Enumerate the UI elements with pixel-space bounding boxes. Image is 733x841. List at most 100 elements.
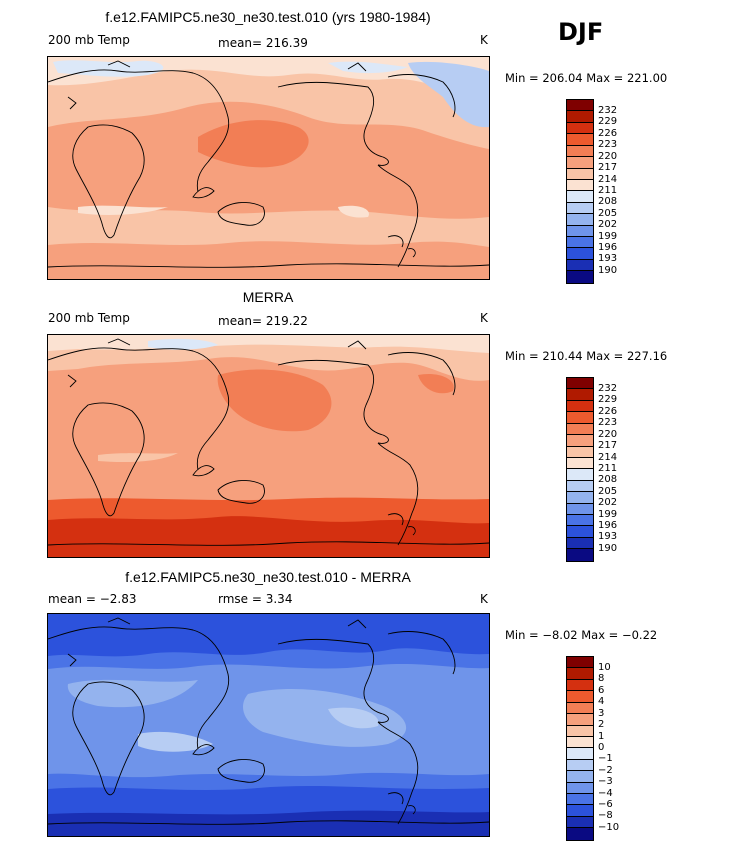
colorbar-tick-label: 208 [598, 196, 618, 208]
panel-1-colorbar-swatch [567, 259, 593, 272]
panel-3-colorbar-swatch [567, 702, 593, 715]
colorbar-tick-label: 226 [598, 405, 618, 417]
panel-3-colorbar-swatch [567, 725, 593, 737]
panel-2-mean-label: mean= 219.22 [218, 314, 308, 328]
colorbar-tick-label: 6 [598, 684, 605, 696]
season-label: DJF [558, 18, 604, 46]
panel-1-colorbar-labels: 232 229 226 223 220 217 214 211 208 205 … [598, 105, 617, 276]
panel-2-colorbar-swatch [567, 457, 593, 470]
panel-2-colorbar-swatch [567, 400, 593, 413]
colorbar-tick-label: 199 [598, 230, 618, 242]
colorbar-tick-label: 220 [598, 150, 618, 162]
panel-3-field-pale-eurasia [67, 679, 198, 708]
panel-3-colorbar-swatch [567, 668, 593, 680]
panel-2-field-arctic [48, 335, 489, 353]
colorbar-tick-label: −8 [598, 810, 613, 822]
colorbar-tick-label: −3 [598, 776, 613, 788]
panel-2-field-warm-atlantic [418, 373, 454, 394]
colorbar-tick-label: 208 [598, 474, 618, 486]
panel-1-colorbar-swatch [567, 122, 593, 135]
colorbar-tick-label: 190 [598, 542, 618, 554]
colorbar-tick-label: 211 [598, 462, 618, 474]
panel-2-colorbar-swatch [567, 435, 593, 447]
panel-3-coastlines [48, 617, 489, 825]
colorbar-tick-label: 10 [598, 662, 611, 673]
panel-3-colorbar-swatch [567, 679, 593, 692]
panel-3-colorbar-swatch [567, 759, 593, 772]
panel-2-minmax: Min = 210.44 Max = 227.16 [505, 349, 668, 363]
panel-1-field-southern [48, 241, 489, 279]
panel-1-colorbar [566, 99, 594, 284]
panel-1-field-cold-atlantic [408, 61, 489, 128]
colorbar-tick-label: 196 [598, 242, 618, 254]
colorbar-tick-label: 8 [598, 673, 605, 685]
panel-3-colorbar-swatch [567, 771, 593, 783]
panel-3-field-light-pacific [328, 707, 379, 729]
panel-2-colorbar [566, 377, 594, 562]
colorbar-tick-label: 205 [598, 207, 618, 219]
panel-3-colorbar-swatch [567, 748, 593, 760]
panel-3-colorbar-swatch [567, 805, 593, 817]
colorbar-tick-label: 202 [598, 219, 618, 231]
panel-3-colorbar-labels: 10 8 6 4 3 2 1 0 −1 −2 −3 −4 −6 −8 −10 [598, 662, 619, 833]
panel-1-colorbar-swatch [567, 134, 593, 146]
panel-2-colorbar-swatch [567, 423, 593, 436]
colorbar-tick-label: 190 [598, 264, 618, 276]
colorbar-tick-label: 217 [598, 440, 618, 452]
panel-1-map-svg [48, 57, 489, 279]
panel-3-map [47, 613, 490, 837]
panel-1-colorbar-swatch [567, 168, 593, 180]
panel-3-field-light-indian [138, 731, 213, 752]
colorbar-tick-label: 1 [598, 730, 605, 742]
panel-2-colorbar-swatch [567, 389, 593, 401]
panel-3-units: K [480, 592, 488, 606]
panel-3-colorbar-swatch [567, 714, 593, 726]
colorbar-tick-label: 211 [598, 184, 618, 196]
colorbar-tick-label: 214 [598, 173, 618, 185]
panel-2-colorbar-swatch [567, 503, 593, 516]
colorbar-tick-label: 199 [598, 508, 618, 520]
panel-2-map-svg [48, 335, 489, 557]
panel-3-colorbar-swatch [567, 828, 593, 840]
panel-1-colorbar-swatch [567, 111, 593, 123]
panel-2-coastlines [48, 338, 489, 546]
panel-3-rmse-label: rmse = 3.34 [218, 592, 293, 606]
colorbar-tick-label: 214 [598, 451, 618, 463]
colorbar-tick-label: 202 [598, 497, 618, 509]
colorbar-tick-label: −6 [598, 799, 613, 811]
panel-1-units: K [480, 33, 488, 47]
panel-2-field-warm-pacific [217, 369, 332, 432]
panel-3-colorbar-swatch [567, 782, 593, 795]
panel-2-colorbar-swatch [567, 480, 593, 493]
panel-3-colorbar-swatch [567, 794, 593, 806]
panel-3-colorbar-swatch [567, 816, 593, 829]
panel-2-variable-label: 200 mb Temp [48, 311, 130, 325]
colorbar-tick-label: 223 [598, 417, 618, 429]
panel-1-map [47, 56, 490, 280]
panel-1-colorbar-swatch [567, 214, 593, 226]
colorbar-tick-label: 3 [598, 707, 605, 719]
panel-2-colorbar-swatch [567, 492, 593, 504]
colorbar-tick-label: 196 [598, 520, 618, 532]
panel-1-colorbar-swatch [567, 100, 593, 112]
colorbar-tick-label: 226 [598, 127, 618, 139]
colorbar-tick-label: 217 [598, 162, 618, 174]
panel-2-title: MERRA [242, 289, 294, 305]
panel-1-colorbar-swatch [567, 145, 593, 158]
colorbar-tick-label: 232 [598, 383, 618, 394]
panel-3-colorbar [566, 656, 594, 841]
panel-1-colorbar-swatch [567, 191, 593, 203]
colorbar-tick-label: −4 [598, 787, 613, 799]
colorbar-tick-label: −10 [598, 821, 620, 833]
panel-3-field-north-cold [48, 614, 489, 657]
colorbar-tick-label: 193 [598, 253, 618, 265]
panel-2-map [47, 334, 490, 558]
colorbar-tick-label: 223 [598, 139, 618, 151]
panel-3-field-pale-pacific [243, 689, 407, 747]
panel-2-colorbar-labels: 232 229 226 223 220 217 214 211 208 205 … [598, 383, 617, 554]
colorbar-tick-label: 229 [598, 394, 618, 406]
panel-1-field-warm-pool [198, 120, 309, 168]
colorbar-tick-label: −2 [598, 764, 613, 776]
panel-2-colorbar-swatch [567, 537, 593, 550]
panel-2-field-cold-north [148, 338, 218, 350]
